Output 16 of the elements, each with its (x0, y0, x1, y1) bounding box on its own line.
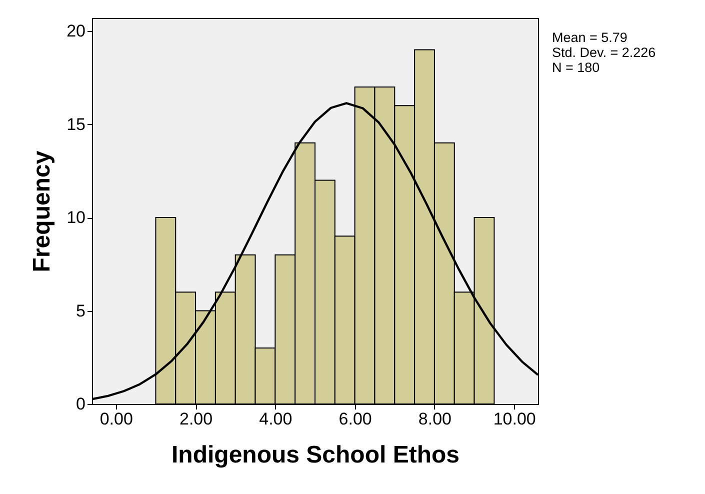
text: N = 180 (552, 60, 600, 75)
y-tick-label: 15 (66, 114, 86, 134)
x-tick-label: 10.00 (493, 410, 536, 428)
y-axis-title: Frequency (28, 150, 56, 272)
y-tick-label: 10 (66, 208, 86, 228)
x-tick-label: 4.00 (259, 410, 292, 428)
y-tick-label: 0 (76, 394, 86, 414)
x-tick-label: 6.00 (338, 410, 372, 428)
x-tick-label: 2.00 (179, 410, 213, 428)
x-tick-label: 0.00 (100, 410, 133, 428)
y-tick-label: 5 (76, 301, 86, 320)
text: Mean = 5.79 (552, 30, 628, 45)
y-tick-label: 20 (66, 22, 86, 41)
text: Std. Dev. = 2.226 (552, 45, 656, 60)
x-axis-title: Indigenous School Ethos (172, 442, 460, 468)
x-tick-label: 8.00 (418, 410, 452, 428)
